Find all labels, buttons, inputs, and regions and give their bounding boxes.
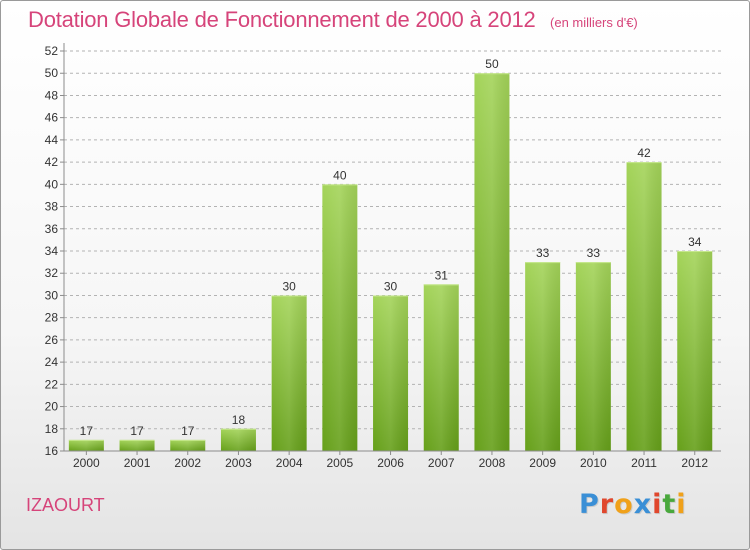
y-tick-label: 24 [45,355,59,369]
x-tick-label: 2001 [124,456,151,470]
y-tick-label: 16 [45,444,59,458]
bar-shade [322,184,358,452]
axes [60,43,721,455]
bars [68,73,713,452]
y-tick-label: 26 [45,333,59,347]
y-tick-label: 48 [45,88,59,102]
value-label: 17 [181,424,195,438]
x-tick-label: 2000 [73,456,100,470]
bar-shade [68,439,104,451]
value-label: 17 [130,424,144,438]
labels: 16 18 20 22 24 26 28 30 32 34 36 38 40 42 44 46 48 50 52 17… [45,44,709,470]
grid-lines [64,50,721,430]
y-tick-label: 22 [45,377,59,391]
y-tick-label: 52 [45,44,59,58]
logo-letter: o [614,489,634,520]
x-tick-label: 2006 [377,456,404,470]
y-tick-label: 46 [45,111,59,125]
bar-shade [170,439,206,451]
bar-shade [474,73,510,451]
value-label: 42 [637,146,651,160]
x-tick-label: 2004 [276,456,303,470]
value-label: 17 [80,424,94,438]
value-label: 40 [333,168,347,182]
bar-shade [119,439,155,451]
x-tick-label: 2008 [479,456,506,470]
value-label: 33 [536,246,550,260]
x-tick-label: 2011 [631,456,657,470]
value-label: 34 [688,235,702,249]
bar-shade [220,428,256,451]
title-row: Dotation Globale de Fonctionnement de 20… [28,7,638,33]
value-label: 18 [232,413,246,427]
chart-title: Dotation Globale de Fonctionnement de 20… [28,7,536,32]
y-tick-label: 34 [45,244,59,258]
value-label: 30 [282,279,296,293]
bar-shade [626,162,662,451]
bar-shade [575,262,611,451]
bar-shade [423,284,459,451]
y-tick-label: 28 [45,311,59,325]
y-tick-label: 42 [45,155,59,169]
chart-subtitle: (en milliers d'€) [550,15,638,30]
bar-shade [677,251,713,451]
x-tick-label: 2012 [681,456,708,470]
value-label: 31 [435,268,449,282]
value-label: 30 [384,279,398,293]
x-tick-label: 2003 [225,456,252,470]
bar-shade [271,295,307,451]
logo-letter: r [599,489,615,520]
bar-shade [373,295,409,451]
y-tick-label: 38 [45,200,59,214]
logo-letter: x [633,489,653,520]
proxiti-logo: Proxiti [579,489,687,520]
x-tick-label: 2002 [174,456,201,470]
y-tick-label: 50 [45,66,59,80]
logo-letter: i [676,489,687,520]
y-tick-label: 32 [45,266,59,280]
y-tick-label: 44 [45,133,59,147]
value-label: 33 [587,246,601,260]
logo-letter: i [652,489,663,520]
y-tick-label: 30 [45,288,59,302]
value-label: 50 [485,57,499,71]
x-tick-label: 2010 [580,456,607,470]
logo-letter: t [662,489,677,520]
location-name: IZAOURT [26,495,105,515]
x-tick-label: 2009 [529,456,556,470]
y-tick-label: 36 [45,222,59,236]
y-tick-label: 18 [45,422,59,436]
y-tick-label: 20 [45,400,59,414]
x-tick-label: 2007 [428,456,455,470]
logo-letter: P [579,489,600,520]
x-tick-label: 2005 [326,456,353,470]
y-tick-label: 40 [45,177,59,191]
bar-shade [525,262,561,451]
